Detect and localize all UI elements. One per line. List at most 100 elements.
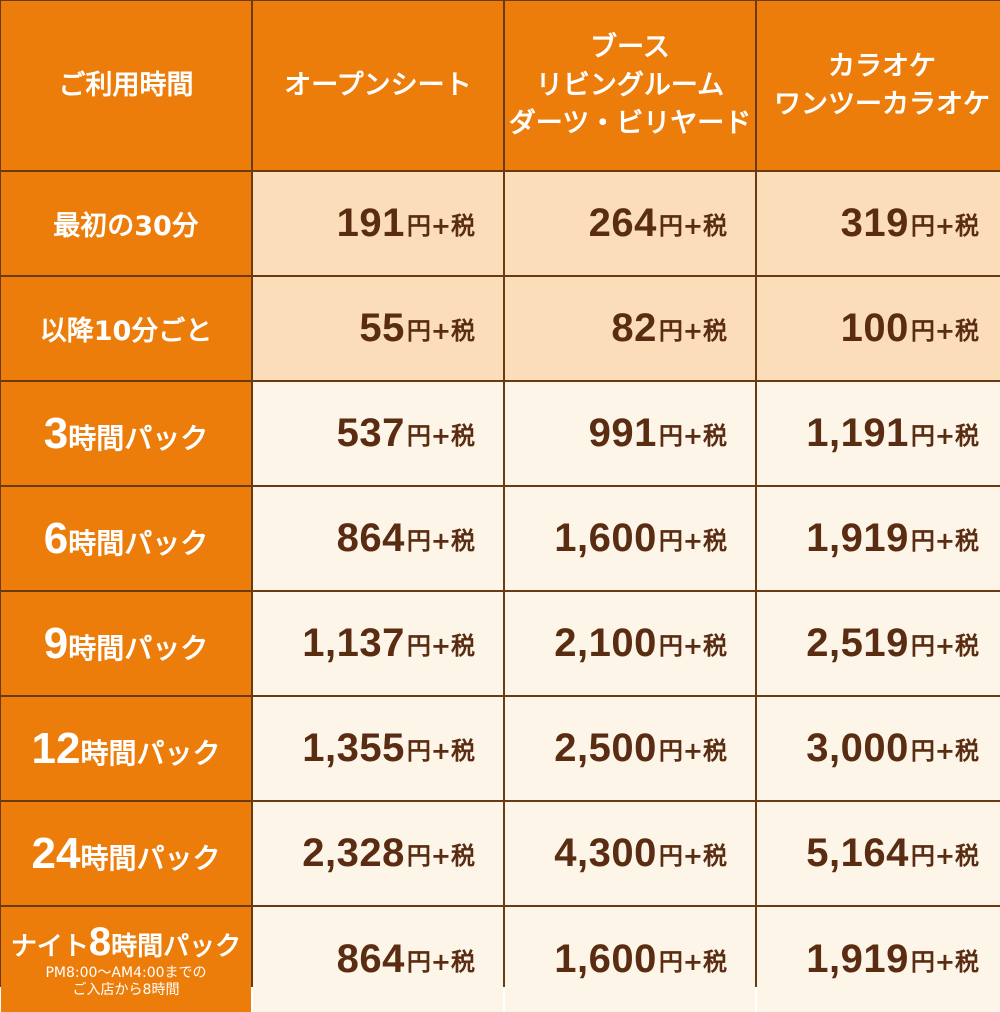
- header-open-seat-label: オープンシート: [284, 69, 472, 101]
- price-cell: 1,137 円+税: [253, 592, 503, 695]
- price-value: 100: [840, 306, 909, 350]
- row-label-hours: 8: [88, 920, 112, 964]
- price-value: 1,600: [554, 937, 657, 981]
- row-label-prefix: ナイト: [10, 932, 89, 962]
- row-label-night-8h-pack: ナイト8時間パック PM8:00～AM4:00までの ご入店から8時間: [1, 907, 251, 1012]
- row-label-9h-pack: 9時間パック: [1, 592, 251, 695]
- price-unit: 円+税: [910, 632, 979, 660]
- price-cell: 864 円+税: [253, 907, 503, 1012]
- price-cell: 191 円+税: [253, 172, 503, 275]
- row-label-text: 以降10分ごと: [39, 316, 213, 347]
- header-usage-time: ご利用時間: [1, 1, 251, 170]
- header-booth-line1: ブース: [590, 31, 670, 63]
- header-usage-time-label: ご利用時間: [58, 69, 194, 101]
- price-cell: 1,355 円+税: [253, 697, 503, 800]
- row-label-12h-pack: 12時間パック: [1, 697, 251, 800]
- price-cell: 2,500 円+税: [505, 697, 755, 800]
- price-value: 864: [336, 516, 405, 560]
- price-unit: 円+税: [406, 212, 475, 240]
- header-karaoke: カラオケ ワンツーカラオケ: [757, 1, 1000, 170]
- price-cell: 1,191 円+税: [757, 382, 1000, 485]
- price-cell: 82 円+税: [505, 277, 755, 380]
- row-label-hours: 6: [43, 513, 69, 563]
- price-unit: 円+税: [658, 842, 727, 870]
- price-value: 55: [359, 306, 405, 350]
- price-cell: 2,328 円+税: [253, 802, 503, 905]
- header-booth-line3: ダーツ・ビリヤード: [508, 107, 752, 139]
- price-value: 1,355: [302, 726, 405, 770]
- row-label-suffix: 時間パック: [68, 526, 209, 560]
- price-value: 4,300: [554, 831, 657, 875]
- row-label-suffix: 時間パック: [68, 631, 209, 665]
- price-unit: 円+税: [658, 737, 727, 765]
- price-cell: 55 円+税: [253, 277, 503, 380]
- row-label-3h-pack: 3時間パック: [1, 382, 251, 485]
- price-cell: 1,600 円+税: [505, 487, 755, 590]
- row-label-note-line2: ご入店から8時間: [72, 982, 180, 998]
- price-unit: 円+税: [910, 422, 979, 450]
- price-unit: 円+税: [658, 212, 727, 240]
- row-label-per-10min: 以降10分ごと: [1, 277, 251, 380]
- price-unit: 円+税: [910, 948, 979, 976]
- price-unit: 円+税: [910, 527, 979, 555]
- price-cell: 5,164 円+税: [757, 802, 1000, 905]
- price-unit: 円+税: [406, 948, 475, 976]
- row-label-24h-pack: 24時間パック: [1, 802, 251, 905]
- row-label-first-30min: 最初の30分: [1, 172, 251, 275]
- price-cell: 3,000 円+税: [757, 697, 1000, 800]
- price-unit: 円+税: [910, 317, 979, 345]
- row-label-6h-pack: 6時間パック: [1, 487, 251, 590]
- price-unit: 円+税: [910, 212, 979, 240]
- price-value: 991: [588, 411, 657, 455]
- price-value: 5,164: [806, 831, 909, 875]
- row-label-suffix: 時間パック: [111, 932, 242, 962]
- row-label-hours: 24: [31, 828, 81, 878]
- price-value: 1,919: [806, 937, 909, 981]
- price-cell: 864 円+税: [253, 487, 503, 590]
- row-label-hours: 3: [43, 408, 69, 458]
- price-unit: 円+税: [406, 422, 475, 450]
- row-label-note-line1: PM8:00～AM4:00までの: [45, 965, 207, 981]
- price-value: 864: [336, 937, 405, 981]
- price-unit: 円+税: [658, 317, 727, 345]
- price-cell: 264 円+税: [505, 172, 755, 275]
- price-unit: 円+税: [658, 527, 727, 555]
- price-value: 1,919: [806, 516, 909, 560]
- price-value: 537: [336, 411, 405, 455]
- row-label-hours: 12: [31, 723, 81, 773]
- price-unit: 円+税: [406, 737, 475, 765]
- price-cell: 991 円+税: [505, 382, 755, 485]
- header-karaoke-line2: ワンツーカラオケ: [774, 88, 990, 120]
- price-cell: 100 円+税: [757, 277, 1000, 380]
- price-value: 1,191: [806, 411, 909, 455]
- price-unit: 円+税: [406, 317, 475, 345]
- header-booth-line2: リビングルーム: [535, 69, 725, 101]
- price-value: 1,137: [302, 621, 405, 665]
- price-value: 2,519: [806, 621, 909, 665]
- row-label-suffix: 時間パック: [80, 736, 221, 770]
- header-booth: ブース リビングルーム ダーツ・ビリヤード: [505, 1, 755, 170]
- price-unit: 円+税: [406, 632, 475, 660]
- price-cell: 537 円+税: [253, 382, 503, 485]
- price-value: 264: [588, 201, 657, 245]
- row-label-suffix: 時間パック: [68, 421, 209, 455]
- price-value: 191: [336, 201, 405, 245]
- price-value: 1,600: [554, 516, 657, 560]
- header-karaoke-line1: カラオケ: [828, 50, 936, 82]
- price-value: 2,100: [554, 621, 657, 665]
- price-unit: 円+税: [406, 527, 475, 555]
- price-unit: 円+税: [658, 948, 727, 976]
- price-value: 82: [611, 306, 657, 350]
- header-open-seat: オープンシート: [253, 1, 503, 170]
- price-cell: 2,519 円+税: [757, 592, 1000, 695]
- price-value: 3,000: [806, 726, 909, 770]
- price-cell: 1,600 円+税: [505, 907, 755, 1012]
- row-label-text: 最初の30分: [53, 211, 199, 242]
- price-unit: 円+税: [910, 737, 979, 765]
- price-cell: 1,919 円+税: [757, 907, 1000, 1012]
- row-label-suffix: 時間パック: [80, 841, 221, 875]
- price-unit: 円+税: [658, 632, 727, 660]
- price-unit: 円+税: [910, 842, 979, 870]
- row-label-hours: 9: [43, 618, 69, 668]
